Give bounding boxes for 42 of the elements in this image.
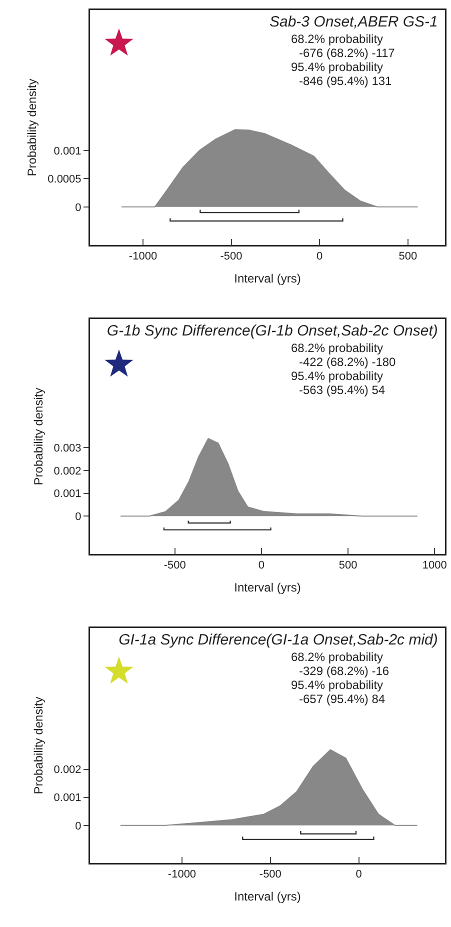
x-tick-label: -1000: [168, 868, 196, 881]
y-tick-label: 0: [75, 510, 82, 523]
chart-title: G-1b Sync Difference(GI-1b Onset,Sab-2c Onset): [106, 322, 438, 340]
annotation: 95.4% probability: [291, 60, 384, 74]
y-tick-label: 0.0005: [48, 174, 82, 186]
x-tick-label: 500: [338, 560, 358, 572]
y-tick-label: 0.002: [54, 764, 82, 776]
annotation: -563 (95.4%) 54: [299, 383, 386, 397]
y-tick-label: 0.002: [54, 465, 82, 478]
x-tick-label: 0: [316, 250, 323, 263]
annotation: -422 (68.2%) -180: [299, 355, 396, 369]
y-tick-label: 0.001: [54, 145, 82, 158]
annotation: 68.2% probability: [291, 650, 384, 664]
x-tick-label: -500: [259, 868, 282, 881]
x-axis-title: Interval (yrs): [234, 271, 301, 286]
annotation: 68.2% probability: [291, 32, 384, 46]
x-tick-label: -1000: [128, 250, 158, 263]
y-tick-label: 0.001: [54, 792, 82, 804]
y-axis-title: Probability density: [31, 696, 46, 794]
annotation: -657 (95.4%) 84: [299, 692, 386, 706]
x-axis-title: Interval (yrs): [234, 889, 301, 904]
x-axis-title: Interval (yrs): [234, 580, 301, 594]
x-tick-label: -500: [220, 250, 242, 263]
annotation: -329 (68.2%) -16: [299, 664, 390, 678]
y-tick-label: 0.001: [54, 488, 82, 500]
annotation: -846 (95.4%) 131: [299, 74, 392, 88]
annotation: 95.4% probability: [291, 369, 384, 383]
chart-title: Sab-3 Onset,ABER GS-1: [269, 13, 438, 30]
y-tick-label: 0: [75, 202, 82, 214]
x-tick-label: -500: [164, 560, 186, 572]
y-tick-label: 0: [75, 820, 82, 832]
x-tick-label: 500: [398, 250, 418, 263]
chart-title: GI-1a Sync Difference(GI-1a Onset,Sab-2c mid): [118, 631, 438, 648]
annotation: -676 (68.2%) -117: [299, 46, 396, 60]
annotation: 95.4% probability: [291, 678, 384, 692]
x-tick-label: 1000: [422, 560, 447, 572]
y-axis-title: Probability density: [25, 78, 40, 176]
y-tick-label: 0.003: [54, 442, 82, 455]
y-axis-title: Probability density: [31, 388, 46, 486]
annotation: 68.2% probability: [291, 341, 384, 355]
x-tick-label: 0: [356, 868, 362, 881]
x-tick-label: 0: [258, 560, 265, 572]
